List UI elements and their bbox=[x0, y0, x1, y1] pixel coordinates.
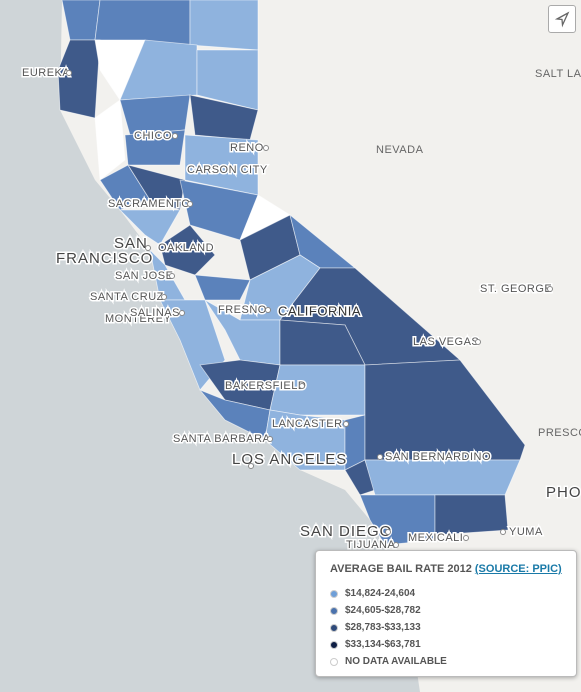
city-label: MONTEREY bbox=[105, 313, 172, 325]
legend-label: $33,134-$63,781 bbox=[345, 639, 421, 650]
city-label: LOS ANGELES bbox=[232, 451, 347, 468]
city-label: PHO bbox=[546, 484, 581, 501]
legend-label: $24,605-$28,782 bbox=[345, 605, 421, 616]
legend-item: $28,783-$33,133 bbox=[330, 619, 562, 636]
city-label: SALINAS bbox=[130, 307, 180, 319]
city-label: ST. GEORGE bbox=[480, 283, 552, 295]
city-label: BAKERSFIELD bbox=[225, 380, 306, 392]
legend-item: NO DATA AVAILABLE bbox=[330, 653, 562, 670]
legend-label: $14,824-24,604 bbox=[345, 588, 416, 599]
city-label: MEXICALI bbox=[408, 532, 463, 544]
city-label: SAN bbox=[114, 235, 148, 252]
region-label: NEVADA bbox=[376, 144, 424, 156]
city-label: SACRAMENTO bbox=[108, 198, 190, 210]
legend-item: $33,134-$63,781 bbox=[330, 636, 562, 653]
city-label: SAN JOSE bbox=[115, 270, 173, 282]
city-label: FRESNO bbox=[218, 304, 267, 316]
state-label: CALIFORNIA bbox=[278, 303, 361, 318]
city-label: SANTA BARBARA bbox=[173, 433, 271, 445]
legend-items: $14,824-24,604 $24,605-$28,782 $28,783-$33… bbox=[330, 585, 562, 670]
city-label: SAN BERNARDINO bbox=[385, 451, 491, 463]
legend: AVERAGE BAIL RATE 2012 (SOURCE: PPIC) $1… bbox=[315, 550, 577, 677]
city-label: OAKLAND bbox=[158, 242, 214, 254]
city-label: LAS VEGAS bbox=[413, 336, 479, 348]
legend-swatch bbox=[330, 640, 338, 649]
locate-button[interactable] bbox=[548, 5, 576, 33]
city-label: RENO bbox=[230, 142, 264, 154]
legend-item: $24,605-$28,782 bbox=[330, 602, 562, 619]
legend-title: AVERAGE BAIL RATE 2012 bbox=[330, 563, 472, 575]
city-label: SANTA CRUZ bbox=[90, 291, 164, 303]
city-label: SAN DIEGO bbox=[300, 523, 392, 540]
legend-item: $14,824-24,604 bbox=[330, 585, 562, 602]
legend-label: NO DATA AVAILABLE bbox=[345, 656, 447, 667]
city-label: LANCASTER bbox=[272, 418, 343, 430]
city-label: CARSON CITY bbox=[187, 164, 268, 176]
city-label: PRESCO bbox=[538, 427, 581, 439]
legend-swatch bbox=[330, 657, 338, 666]
city-label: FRANCISCO bbox=[56, 250, 153, 267]
city-label: TIJUANA bbox=[346, 539, 396, 551]
city-label: YUMA bbox=[509, 526, 543, 538]
region-label: SALT LAKE bbox=[535, 68, 581, 80]
source-link[interactable]: (SOURCE: PPIC) bbox=[474, 563, 562, 575]
legend-title-row: AVERAGE BAIL RATE 2012 (SOURCE: PPIC) bbox=[330, 563, 562, 575]
city-label: EUREKA bbox=[22, 67, 70, 79]
locate-icon bbox=[554, 11, 570, 28]
legend-swatch bbox=[330, 589, 338, 598]
city-dots bbox=[66, 70, 553, 548]
counties bbox=[57, 0, 526, 546]
legend-swatch bbox=[330, 623, 338, 632]
city-label: CHICO bbox=[134, 130, 172, 142]
legend-label: $28,783-$33,133 bbox=[345, 622, 421, 633]
legend-swatch bbox=[330, 606, 338, 615]
